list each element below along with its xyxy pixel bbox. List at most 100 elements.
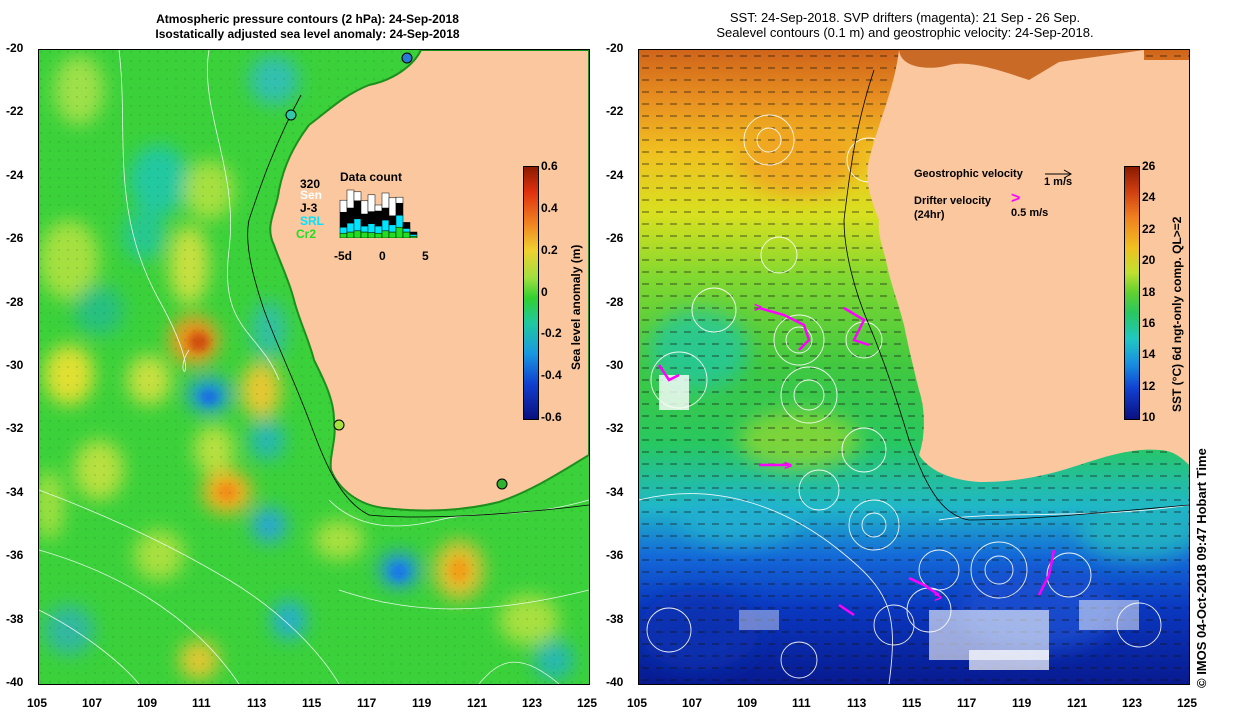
data-count-bar-segment	[374, 225, 383, 234]
data-count-bar-segment	[381, 192, 390, 209]
data-count-bar-segment	[395, 196, 404, 204]
left-lat-tick: -30	[6, 358, 24, 372]
right-lat-tick: -28	[606, 294, 624, 309]
right-lon-tick: 123	[1122, 696, 1143, 710]
drifter-scale-marker-icon: >	[1011, 190, 1021, 207]
sat-label-cr2: Cr2	[296, 227, 317, 241]
left-lon-tick: 109	[137, 696, 158, 710]
data-count-bar-segment	[395, 214, 404, 228]
data-count-title: Data count	[340, 170, 403, 184]
right-colorbar	[1124, 166, 1140, 420]
drifter-velocity-label: Drifter velocity	[914, 195, 992, 207]
cloud-mask	[659, 375, 1139, 670]
right-lon-tick: 113	[847, 696, 867, 710]
data-count-bar-segment	[409, 234, 418, 237]
left-lon-tick: 117	[357, 696, 377, 710]
right-lat-tick: -26	[606, 231, 624, 246]
data-count-inset: Data count 320 Sen J-3 SRL Cr2 -5d 0 5	[294, 168, 444, 288]
right-title: SST: 24-Sep-2018. SVP drifters (magenta)…	[655, 10, 1155, 40]
geostrophic-velocity-label: Geostrophic velocity	[914, 168, 1023, 180]
right-colorbar-label: SST (°C) 6d ngt-only comp. QL>=2	[1170, 216, 1184, 412]
data-count-bar-segment	[360, 231, 369, 238]
left-lon-tick: 107	[82, 696, 103, 710]
data-count-bar-segment	[381, 230, 390, 238]
data-count-max: 320	[300, 177, 321, 191]
data-count-bar-segment	[360, 213, 369, 227]
left-lon-tick: 105	[27, 696, 48, 710]
data-count-bar-segment	[353, 230, 362, 238]
shelf-contour	[247, 94, 589, 518]
data-count-bar-segment	[353, 191, 362, 202]
left-lon-tick: 119	[412, 696, 432, 710]
data-count-bar-segment	[402, 228, 411, 233]
data-count-bar-segment	[395, 226, 404, 238]
tide-gauge-marker	[333, 419, 345, 431]
svg-text:>: >	[784, 457, 792, 473]
left-colorbar-tick: 0	[541, 284, 548, 299]
right-colorbar-tick: 18	[1142, 284, 1156, 299]
left-lat-tick: -38	[6, 611, 24, 626]
data-count-bar-segment	[402, 222, 411, 229]
right-lon-tick: 117	[957, 696, 977, 710]
right-colorbar-tick: 10	[1142, 410, 1156, 424]
data-count-bar-segment	[374, 210, 383, 227]
data-count-bar-segment	[367, 223, 376, 233]
data-count-bar-segment	[374, 204, 383, 212]
data-count-bar-segment	[374, 232, 383, 238]
data-count-bar-segment	[402, 231, 411, 238]
right-title-line1: SST: 24-Sep-2018. SVP drifters (magenta)…	[729, 10, 1081, 25]
left-lat-tick: -32	[6, 421, 24, 436]
right-map-sst: > > > Geostrophic velocity 1 m/s Drifter…	[638, 49, 1190, 685]
left-lon-tick: 113	[247, 696, 267, 710]
right-colorbar-tick: 12	[1142, 378, 1156, 393]
right-colorbar-tick: 14	[1142, 347, 1156, 362]
right-lon-tick: 105	[627, 696, 648, 710]
data-count-bar-segment	[367, 194, 376, 212]
imos-credit: © IMOS 04-Oct-2018 09:47 Hobart Time	[1194, 448, 1209, 688]
right-colorbar-tick: 26	[1142, 159, 1156, 173]
shelf-contour	[843, 69, 1189, 521]
data-count-bar-segment	[381, 219, 390, 232]
right-lat-tick: -32	[606, 421, 624, 436]
right-lon-tick: 115	[902, 696, 922, 710]
sat-label-sen: Sen	[300, 188, 323, 202]
data-count-bar-segment	[388, 224, 397, 233]
left-colorbar-tick: 0.6	[541, 159, 558, 173]
right-lat-tick: -30	[606, 358, 624, 372]
right-colorbar-tick: 20	[1142, 253, 1156, 268]
left-map-canvas	[39, 50, 589, 684]
geostrophic-scale-arrow-icon	[1045, 169, 1073, 179]
data-count-bar-segment	[388, 231, 397, 238]
tide-gauge-marker	[401, 52, 413, 64]
svg-text:>: >	[934, 589, 942, 605]
data-count-bar-segment	[339, 211, 348, 228]
data-count-axis-start: -5d	[334, 249, 352, 263]
right-lon-tick: 109	[737, 696, 758, 710]
right-lon-tick: 125	[1177, 696, 1198, 710]
data-count-bar-segment	[346, 222, 355, 233]
data-count-bar-segment	[367, 232, 376, 238]
left-colorbar-label: Sea level anomaly (m)	[569, 244, 583, 370]
left-colorbar-tick: 0.2	[541, 242, 558, 257]
left-title-line1: Atmospheric pressure contours (2 hPa): 2…	[156, 12, 459, 26]
left-title: Atmospheric pressure contours (2 hPa): 2…	[140, 12, 475, 42]
right-colorbar-tick: 22	[1142, 221, 1156, 236]
right-lat-tick: -40	[606, 675, 624, 689]
data-count-bar-segment	[339, 226, 348, 234]
data-count-bar-segment	[346, 207, 355, 224]
data-count-bar-segment	[381, 207, 390, 221]
drifter-velocity-sub: (24hr)	[914, 209, 945, 221]
data-count-bar-segment	[353, 218, 362, 232]
right-lon-tick: 121	[1067, 696, 1088, 710]
right-lon-tick: 119	[1012, 696, 1032, 710]
left-lon-tick: 125	[577, 696, 598, 710]
data-count-axis-mid: 0	[379, 249, 386, 263]
left-lat-tick: -26	[6, 231, 24, 246]
left-lat-tick: -28	[6, 294, 24, 309]
svg-text:>: >	[754, 299, 762, 315]
data-count-bar-segment	[360, 200, 369, 215]
right-lat-tick: -34	[606, 484, 624, 499]
data-count-bar-segment	[409, 235, 418, 238]
left-lon-tick: 115	[302, 696, 322, 710]
data-count-bar-segment	[353, 200, 362, 220]
